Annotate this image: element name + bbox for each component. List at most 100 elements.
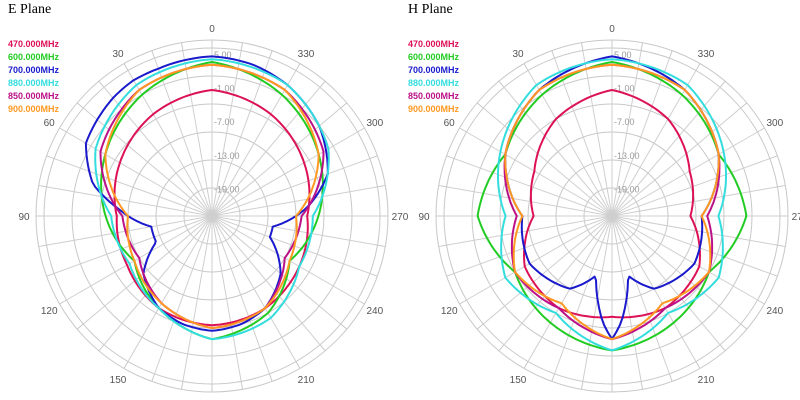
grid-spoke	[211, 215, 371, 274]
angle-label: 300	[766, 118, 783, 129]
grid-spoke	[446, 186, 613, 217]
grid-tick	[377, 184, 386, 188]
grid-tick	[446, 272, 455, 277]
grid-tick	[340, 102, 348, 109]
grid-tick	[498, 80, 505, 88]
grid-spoke	[53, 158, 213, 217]
grid-spoke	[182, 50, 213, 217]
e-plane-title: E Plane	[8, 2, 52, 17]
grid-tick	[151, 373, 156, 382]
angle-label: 240	[366, 306, 383, 317]
radial-tick-label: -1.00	[614, 84, 635, 94]
series-line	[84, 55, 329, 332]
grid-spoke	[127, 215, 213, 362]
grid-spoke	[466, 215, 613, 301]
grid-spoke	[453, 158, 613, 217]
angle-label: 210	[298, 375, 315, 386]
grid-spoke	[154, 215, 213, 375]
series-line	[113, 89, 311, 327]
legend-entry: 880.000MHz	[8, 78, 60, 88]
grid-spoke	[66, 131, 213, 217]
grid-spoke	[46, 215, 213, 246]
grid-tick	[446, 155, 455, 160]
e-plane-panel: 5.00-1.00-7.00-13.00-19.0003060901201501…	[8, 2, 409, 393]
grid-spoke	[446, 215, 613, 246]
angle-label: 0	[209, 24, 215, 35]
grid-tick	[38, 244, 47, 248]
grid-spoke	[211, 215, 242, 382]
grid-tick	[740, 323, 748, 330]
angle-label: 30	[112, 49, 124, 60]
angle-label: 150	[510, 375, 527, 386]
grid-spoke	[466, 131, 613, 217]
grid-spoke	[211, 215, 321, 346]
grid-tick	[695, 361, 701, 369]
grid-spoke	[554, 215, 613, 375]
grid-tick	[295, 63, 301, 71]
grid-tick	[151, 50, 156, 59]
series-line	[504, 63, 720, 341]
grid-tick	[757, 127, 765, 133]
legend-entry: 880.000MHz	[408, 78, 460, 88]
grid-spoke	[103, 215, 213, 346]
grid-tick	[240, 381, 244, 390]
grid-spoke	[154, 57, 213, 217]
grid-tick	[357, 299, 365, 305]
e-plane-polar-chart: 5.00-1.00-7.00-13.00-19.0003060901201501…	[18, 24, 409, 393]
grid-spoke	[182, 215, 213, 382]
grid-spoke	[611, 86, 721, 217]
angle-label: 90	[418, 212, 430, 223]
grid-spoke	[611, 215, 742, 325]
grid-tick	[695, 63, 701, 71]
grid-spoke	[611, 186, 778, 217]
e-plane-legend: 470.000MHz 600.000MHz 700.000MHz 880.000MHz…	[8, 38, 59, 116]
angle-label: 60	[444, 118, 456, 129]
radial-tick-label: 5.00	[214, 50, 232, 60]
h-plane-polar-chart: 5.00-1.00-7.00-13.00-19.0003060901201501…	[418, 24, 800, 393]
grid-tick	[476, 102, 484, 109]
h-plane-legend: 470.000MHz 600.000MHz 700.000MHz 880.000MHz…	[408, 38, 459, 116]
grid-tick	[640, 42, 644, 51]
grid-spoke	[53, 215, 213, 274]
grid-tick	[123, 63, 129, 71]
grid-tick	[38, 184, 47, 188]
grid-tick	[523, 361, 529, 369]
grid-spoke	[554, 57, 613, 217]
grid-spoke	[503, 215, 613, 346]
grid-tick	[459, 299, 467, 305]
grid-tick	[498, 344, 505, 352]
radial-tick-label: -19.00	[214, 184, 240, 194]
series-line	[94, 58, 330, 341]
legend-entry: 470.000MHz	[408, 39, 460, 49]
grid-tick	[523, 63, 529, 71]
angle-label: 30	[512, 49, 524, 60]
grid-tick	[580, 42, 584, 51]
legend-entry: 600.000MHz	[8, 52, 60, 62]
grid-tick	[240, 42, 244, 51]
grid-spoke	[611, 57, 670, 217]
grid-tick	[268, 373, 273, 382]
grid-tick	[123, 361, 129, 369]
grid-tick	[59, 127, 67, 133]
series-line	[104, 63, 320, 329]
angle-label: 270	[792, 212, 800, 223]
grid-spoke	[211, 186, 378, 217]
grid-spoke	[611, 131, 758, 217]
angle-label: 0	[609, 24, 615, 35]
grid-spoke	[611, 215, 670, 375]
grid-tick	[668, 50, 673, 59]
grid-tick	[719, 80, 726, 88]
angle-label: 150	[110, 375, 127, 386]
grid-tick	[76, 323, 84, 330]
angle-label: 120	[441, 306, 458, 317]
grid-tick	[640, 381, 644, 390]
grid-spoke	[611, 158, 771, 217]
h-plane-panel: 5.00-1.00-7.00-13.00-19.0003060901201501…	[400, 0, 800, 400]
grid-spoke	[611, 107, 742, 217]
radial-tick-label: -1.00	[214, 84, 235, 94]
grid-tick	[551, 373, 556, 382]
grid-spoke	[482, 107, 613, 217]
grid-tick	[369, 272, 378, 277]
grid-tick	[580, 381, 584, 390]
radial-tick-label: -13.00	[214, 151, 240, 161]
